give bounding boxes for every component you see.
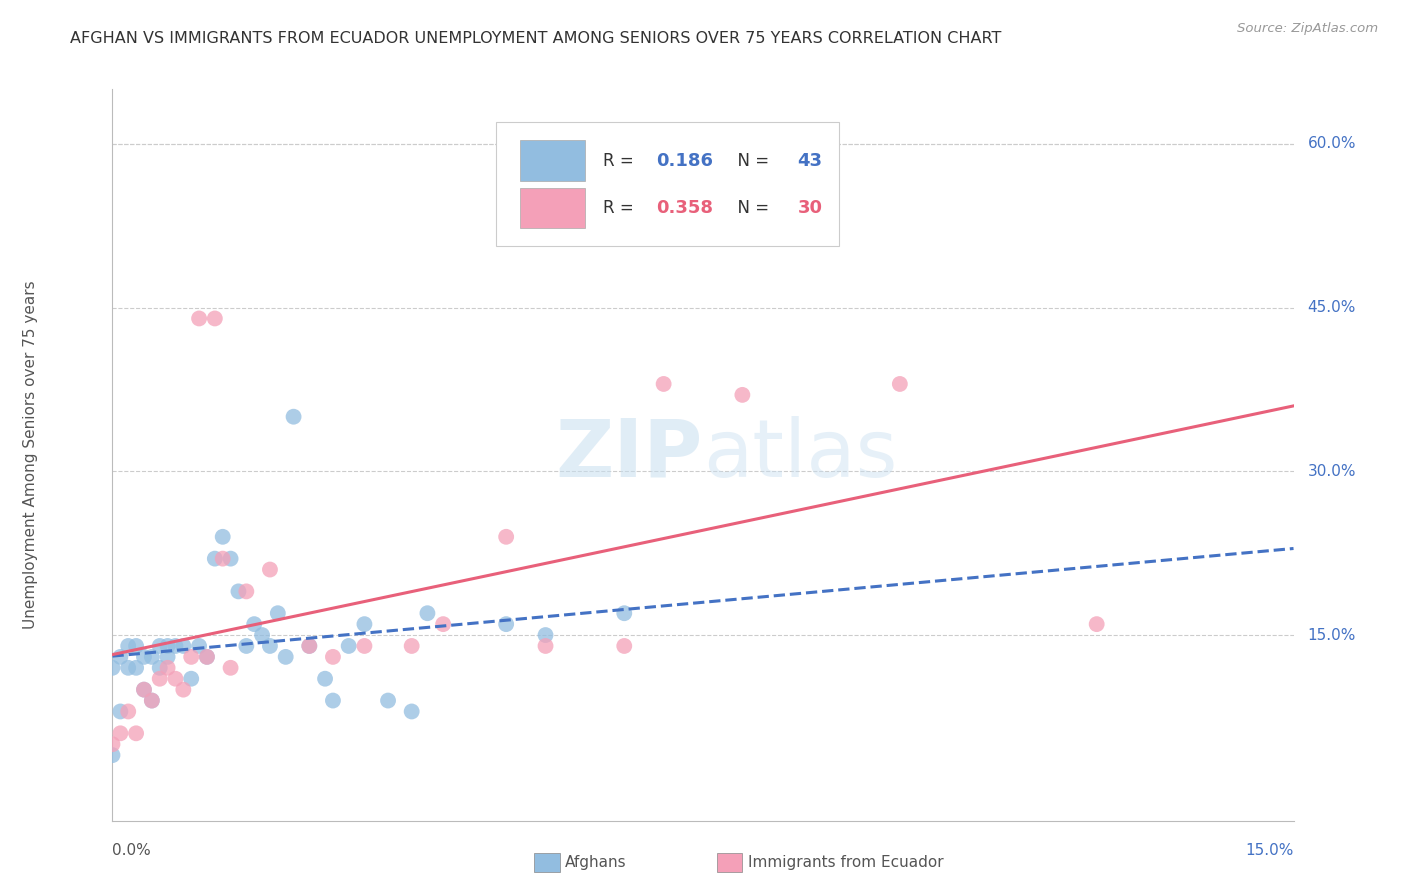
Point	[235, 639, 257, 653]
Point	[1085, 617, 1108, 632]
Point	[172, 682, 194, 697]
Point	[314, 672, 336, 686]
Point	[889, 376, 911, 391]
Point	[125, 639, 148, 653]
Text: Immigrants from Ecuador: Immigrants from Ecuador	[748, 855, 943, 870]
Text: 30.0%: 30.0%	[1308, 464, 1355, 479]
Point	[211, 551, 233, 566]
Point	[534, 639, 557, 653]
Point	[141, 693, 163, 707]
Point	[188, 311, 211, 326]
Point	[322, 693, 344, 707]
Point	[495, 617, 517, 632]
Point	[149, 639, 172, 653]
Point	[180, 649, 202, 664]
Point	[149, 661, 172, 675]
Point	[204, 311, 226, 326]
Point	[195, 649, 218, 664]
Point	[219, 551, 242, 566]
Point	[101, 748, 124, 763]
Point	[353, 639, 375, 653]
Point	[267, 606, 290, 620]
Point	[132, 682, 155, 697]
Point	[298, 639, 321, 653]
Point	[401, 639, 423, 653]
Text: 30: 30	[797, 199, 823, 217]
Bar	[520, 140, 585, 180]
Point	[211, 530, 233, 544]
Point	[401, 705, 423, 719]
Point	[149, 672, 172, 686]
Point	[101, 737, 124, 751]
Point	[495, 530, 517, 544]
Text: ZIP: ZIP	[555, 416, 703, 494]
Point	[156, 661, 179, 675]
Point	[117, 661, 139, 675]
Point	[110, 726, 132, 740]
Point	[377, 693, 399, 707]
Point	[156, 639, 179, 653]
Text: atlas: atlas	[703, 416, 897, 494]
Point	[110, 649, 132, 664]
Point	[132, 682, 155, 697]
Text: 0.358: 0.358	[655, 199, 713, 217]
Text: 60.0%: 60.0%	[1308, 136, 1355, 152]
Point	[219, 661, 242, 675]
Point	[117, 705, 139, 719]
Point	[353, 617, 375, 632]
Point	[652, 376, 675, 391]
Point	[731, 388, 754, 402]
Point	[204, 551, 226, 566]
Point	[165, 672, 187, 686]
Point	[228, 584, 250, 599]
Point	[180, 672, 202, 686]
Text: 45.0%: 45.0%	[1308, 300, 1355, 315]
Point	[125, 661, 148, 675]
Text: N =: N =	[727, 199, 773, 217]
Point	[337, 639, 360, 653]
Point	[298, 639, 321, 653]
Text: 15.0%: 15.0%	[1308, 628, 1355, 642]
Point	[195, 649, 218, 664]
Point	[250, 628, 273, 642]
Point	[141, 693, 163, 707]
Point	[235, 584, 257, 599]
Point	[141, 649, 163, 664]
Point	[613, 606, 636, 620]
Point	[156, 649, 179, 664]
Point	[322, 649, 344, 664]
Point	[125, 726, 148, 740]
Point	[110, 705, 132, 719]
Point	[117, 639, 139, 653]
Point	[259, 639, 281, 653]
Point	[274, 649, 297, 664]
Text: R =: R =	[603, 152, 638, 169]
Bar	[520, 188, 585, 228]
Text: 43: 43	[797, 152, 823, 169]
Text: R =: R =	[603, 199, 638, 217]
Point	[132, 649, 155, 664]
Point	[172, 639, 194, 653]
Text: 0.0%: 0.0%	[112, 843, 152, 858]
Point	[101, 661, 124, 675]
Point	[613, 639, 636, 653]
Text: N =: N =	[727, 152, 773, 169]
Point	[534, 628, 557, 642]
Text: Afghans: Afghans	[565, 855, 627, 870]
Text: Unemployment Among Seniors over 75 years: Unemployment Among Seniors over 75 years	[24, 281, 38, 629]
FancyBboxPatch shape	[496, 122, 839, 246]
Point	[165, 639, 187, 653]
Point	[432, 617, 454, 632]
Text: AFGHAN VS IMMIGRANTS FROM ECUADOR UNEMPLOYMENT AMONG SENIORS OVER 75 YEARS CORRE: AFGHAN VS IMMIGRANTS FROM ECUADOR UNEMPL…	[70, 31, 1001, 46]
Point	[283, 409, 305, 424]
Point	[188, 639, 211, 653]
Point	[243, 617, 266, 632]
Text: Source: ZipAtlas.com: Source: ZipAtlas.com	[1237, 22, 1378, 36]
Text: 0.186: 0.186	[655, 152, 713, 169]
Text: 15.0%: 15.0%	[1246, 843, 1294, 858]
Point	[416, 606, 439, 620]
Point	[259, 563, 281, 577]
